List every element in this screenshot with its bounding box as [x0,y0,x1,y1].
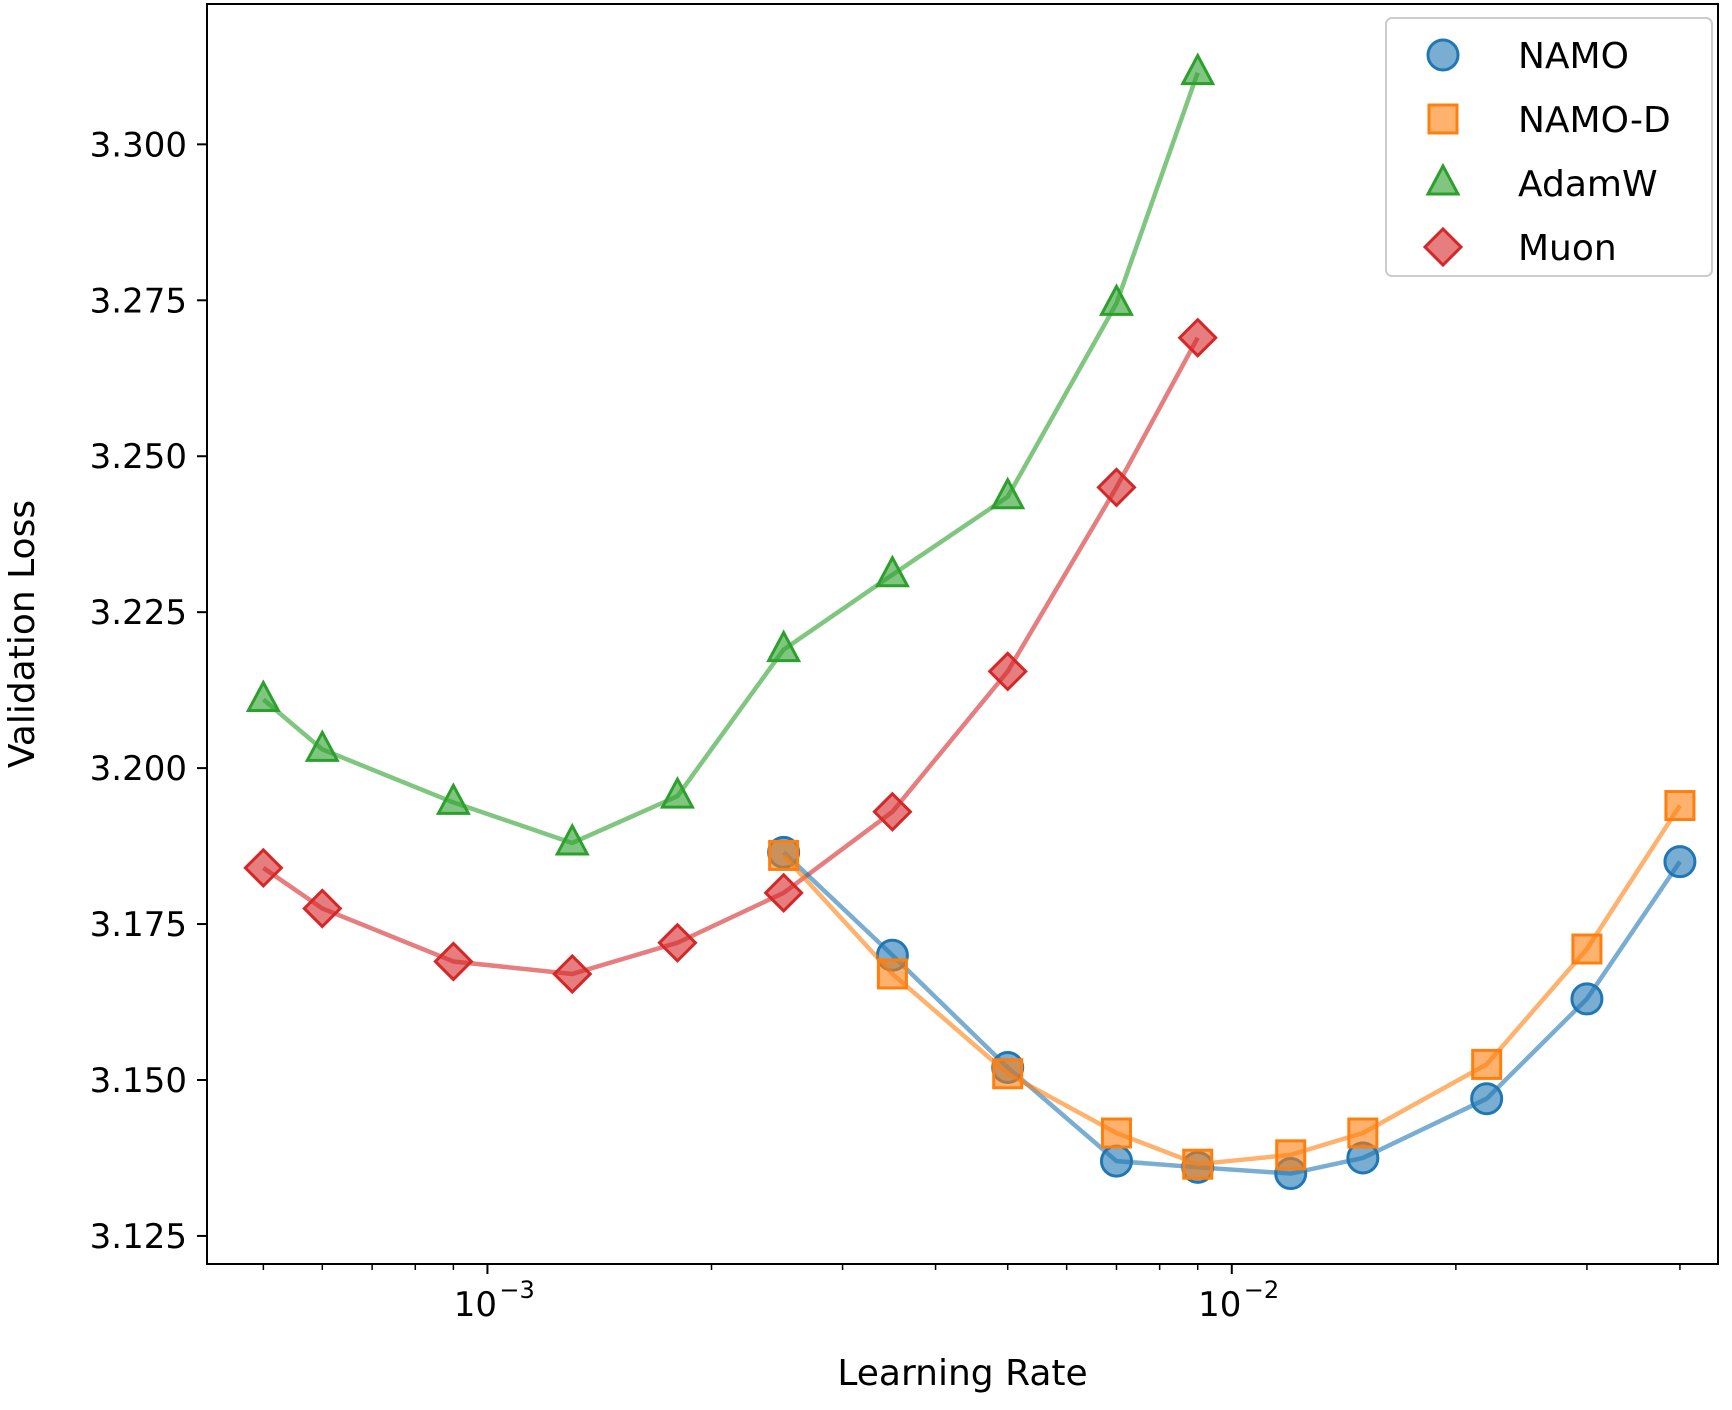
data-point-namo-d [768,839,800,871]
data-point-namo-d [1347,1117,1379,1149]
data-point-adamw [554,822,590,856]
x-axis: 10 −3 10 −2 [262,1264,1681,1325]
data-point-namo-d [1100,1117,1132,1149]
data-point-muon [872,791,913,832]
data-point-namo-d [992,1058,1024,1090]
axes-frame [206,3,1719,1265]
legend-marker-namo [1426,38,1460,72]
data-point-muon [1096,467,1137,508]
data-point-namo [1663,845,1697,879]
data-point-namo-d [876,958,908,990]
data-point-muon [763,872,804,913]
x-tick-exponent: −3 [499,1276,534,1304]
data-point-muon [433,941,474,982]
data-point-adamw [766,629,802,663]
series-line-muon [262,336,1200,977]
y-tick-label: 3.250 [90,437,187,477]
legend-item-namo: NAMO [1426,36,1629,77]
y-tick-label: 3.275 [90,281,187,321]
y-tick-label: 3.125 [90,1217,187,1257]
data-point-adamw [245,679,281,712]
series-line-namo [782,850,1682,1176]
data-point-adamw [659,776,695,809]
data-point-adamw [1180,52,1216,86]
y-tick-label: 3.150 [90,1061,187,1101]
data-point-adamw [874,554,910,588]
series-layer [243,52,1697,1191]
data-point-namo-d [1275,1139,1307,1171]
data-point-muon [243,847,284,889]
data-point-namo-d [1664,790,1696,822]
series-line-namo-d [781,804,1682,1167]
data-point-namo-d [1182,1148,1214,1180]
data-point-muon [657,922,698,963]
data-point-namo-d [1571,933,1603,965]
series-line-adamw [261,71,1200,846]
legend-item-namo-d: NAMO-D [1427,100,1671,141]
data-point-namo [1570,982,1604,1016]
data-point-adamw [1098,283,1134,316]
data-point-namo [1470,1082,1504,1116]
series-muon [243,317,1218,995]
y-axis: 3.125 3.150 3.175 3.200 3.225 3.250 3.275 3.300 [90,125,207,1257]
legend-marker-muon [1422,226,1464,268]
data-point-adamw [304,729,340,762]
legend-marker-adamw [1425,162,1461,196]
data-point-muon [302,888,343,929]
data-point-muon [552,953,593,995]
y-axis-label: Validation Loss [2,500,43,768]
data-point-namo-d [1471,1048,1503,1080]
data-point-adamw [435,782,471,815]
data-point-muon [1177,317,1218,358]
y-tick-label: 3.200 [90,749,187,789]
legend-item-adamw: AdamW [1425,162,1658,205]
x-tick-label: 10 [454,1285,497,1325]
x-tick-label: 10 [1198,1285,1241,1325]
y-tick-label: 3.175 [90,905,187,945]
legend-item-muon: Muon [1422,226,1617,269]
legend-label-muon: Muon [1518,228,1617,269]
legend-label-adamw: AdamW [1518,164,1658,205]
legend-marker-namo-d [1427,103,1459,135]
y-tick-label: 3.225 [90,593,187,633]
x-tick-exponent: −2 [1244,1276,1279,1304]
x-axis-label: Learning Rate [837,1353,1087,1394]
legend-label-namo-d: NAMO-D [1518,100,1671,141]
data-point-namo [1099,1144,1133,1178]
data-point-muon [987,651,1028,692]
legend: NAMO NAMO-D AdamW Muon [1385,17,1713,277]
data-point-adamw [990,476,1026,510]
y-tick-label: 3.300 [90,125,187,165]
legend-box [1385,17,1713,277]
series-adamw [245,52,1216,856]
legend-label-namo: NAMO [1518,36,1629,77]
series-namo-d [768,790,1696,1180]
